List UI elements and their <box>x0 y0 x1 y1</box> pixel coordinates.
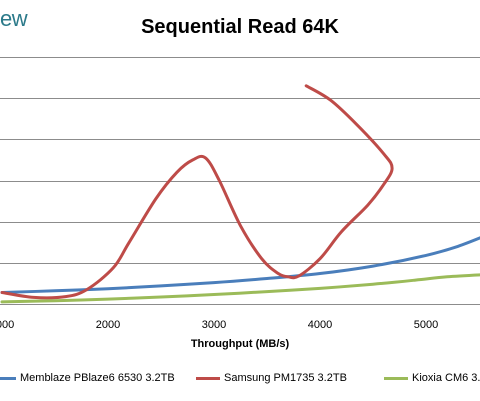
series-line-samsung <box>0 84 394 300</box>
series-lines <box>0 84 480 304</box>
x-axis-ticks: 1000 2000 3000 4000 5000 <box>0 319 438 331</box>
legend-item-samsung: Samsung PM1735 3.2TB <box>196 372 347 384</box>
legend-swatch-kioxia <box>384 376 408 380</box>
legend-item-memblaze: Memblaze PBlaze6 6530 3.2TB <box>0 372 175 384</box>
legend-swatch-memblaze <box>0 376 16 380</box>
x-axis-label: Throughput (MB/s) <box>190 338 290 350</box>
legend-item-kioxia: Kioxia CM6 3.2TB <box>384 372 480 384</box>
x-tick-label: 5000 <box>414 319 438 331</box>
legend: Memblaze PBlaze6 6530 3.2TB Samsung PM17… <box>0 372 480 388</box>
legend-label-kioxia: Kioxia CM6 3.2TB <box>412 372 480 384</box>
legend-label-memblaze: Memblaze PBlaze6 6530 3.2TB <box>20 372 175 384</box>
legend-label-samsung: Samsung PM1735 3.2TB <box>224 372 347 384</box>
x-tick-label: 4000 <box>308 319 332 331</box>
gridlines <box>0 57 480 305</box>
x-tick-label: 1000 <box>0 319 14 331</box>
legend-swatch-samsung <box>196 376 220 380</box>
logo-text: ew <box>0 6 28 31</box>
series-line-kioxia <box>0 273 480 304</box>
x-tick-label: 2000 <box>96 319 120 331</box>
chart-title: Sequential Read 64K <box>141 16 339 38</box>
x-tick-label: 3000 <box>202 319 226 331</box>
series-line-memblaze <box>0 236 480 294</box>
